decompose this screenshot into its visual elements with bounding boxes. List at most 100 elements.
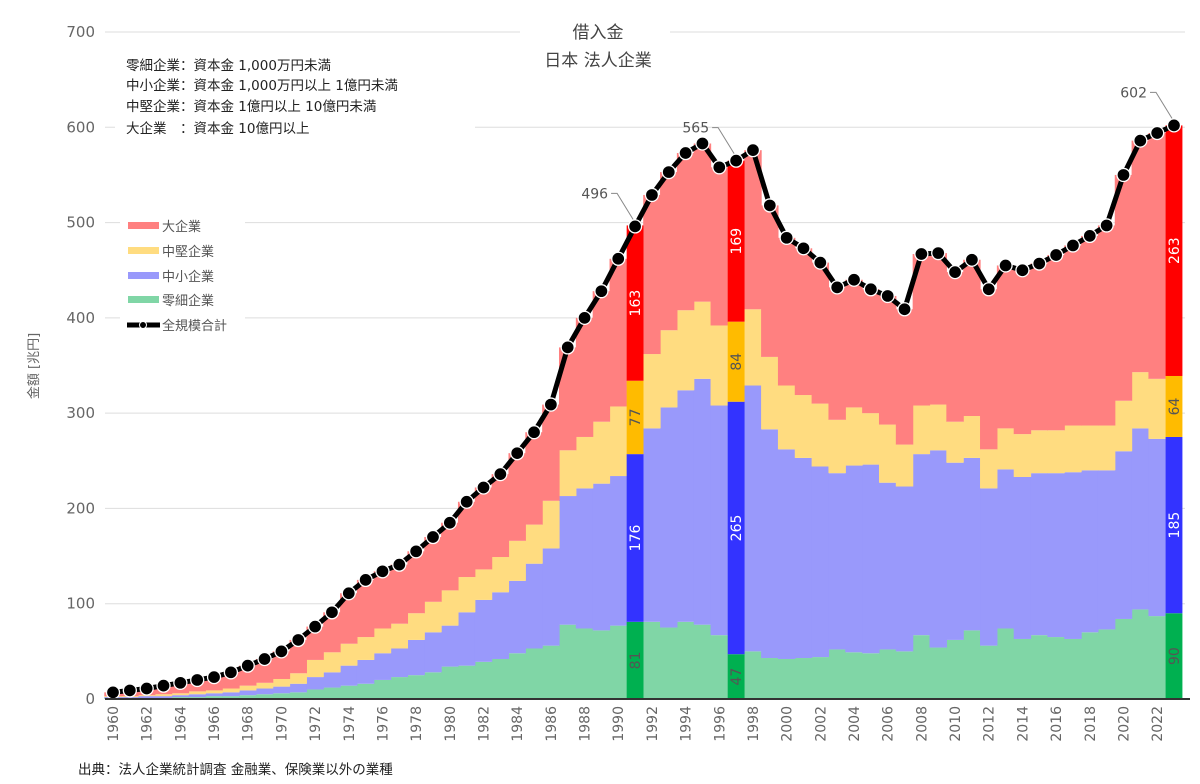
area-segment-1991 xyxy=(626,225,644,381)
total-point xyxy=(1032,256,1047,271)
area-segment-2009 xyxy=(929,404,947,451)
y-tick-label: 300 xyxy=(66,404,95,422)
area-segment-1983 xyxy=(491,474,510,558)
highlight-bars: 81 47 90 176 265 185 77 84 64 163 169 263 xyxy=(626,125,1183,699)
area-segment-2001 xyxy=(794,658,813,699)
area-segment-2003 xyxy=(828,473,846,650)
total-point xyxy=(156,678,171,693)
y-tick-label: 200 xyxy=(66,499,95,517)
area-segment-1977 xyxy=(390,623,409,649)
area-segment-1980 xyxy=(441,625,459,667)
legend-swatch-large xyxy=(128,222,159,229)
area-segment-1976 xyxy=(373,628,392,654)
area-segment-1974 xyxy=(340,643,358,666)
area-segment-1972 xyxy=(306,659,324,678)
area-segment-1998 xyxy=(744,651,762,699)
total-point xyxy=(712,160,727,175)
area-segment-2014 xyxy=(1013,638,1032,699)
total-point xyxy=(1099,218,1114,233)
total-point xyxy=(291,632,306,648)
area-segment-1998 xyxy=(744,385,762,652)
area-segment-1992 xyxy=(643,621,661,699)
area-segment-1971 xyxy=(289,639,307,674)
area-segment-2007 xyxy=(895,309,914,445)
area-segment-2010 xyxy=(946,639,964,699)
area-segment-1985 xyxy=(525,432,543,525)
area-segment-1987 xyxy=(558,450,577,497)
x-tick-label: 1982 xyxy=(477,706,493,742)
area-segment-1977 xyxy=(390,648,409,678)
area-segment-1998 xyxy=(744,150,762,310)
area-segment-2008 xyxy=(912,254,931,406)
area-segment-1973 xyxy=(323,612,341,653)
total-point xyxy=(981,282,996,297)
total-point xyxy=(392,557,407,572)
x-tick-label: 2012 xyxy=(982,706,998,742)
note-line: 中堅企業：資本金 1億円以上 10億円未満 xyxy=(126,98,376,115)
total-point xyxy=(695,136,710,151)
segment-value-label: 47 xyxy=(729,668,745,686)
area-segment-1990 xyxy=(609,625,627,699)
area-segment-1985 xyxy=(525,648,543,699)
area-segment-1980 xyxy=(441,590,459,626)
total-point xyxy=(190,672,205,688)
area-segment-2010 xyxy=(946,272,964,422)
x-tick-label: 1962 xyxy=(140,706,156,742)
area-segment-1967 xyxy=(222,696,240,699)
legend-label-micro: 零細企業 xyxy=(162,293,214,309)
total-point xyxy=(122,683,137,698)
x-tick-label: 2016 xyxy=(1049,706,1065,742)
segment-value-label: 77 xyxy=(628,409,644,427)
area-segment-1995 xyxy=(693,143,712,302)
total-point xyxy=(880,288,895,304)
area-segment-2011 xyxy=(963,416,981,458)
area-segment-2002 xyxy=(811,262,830,404)
x-tick-label: 1976 xyxy=(375,706,391,742)
x-tick-label: 2020 xyxy=(1116,706,1132,742)
title-bg xyxy=(520,14,670,74)
total-point xyxy=(257,651,272,667)
area-segment-2007 xyxy=(895,651,914,699)
note-line: 中小企業：資本金 1,000万円以上 1億円未満 xyxy=(126,77,398,94)
area-segment-2014 xyxy=(1013,270,1032,435)
total-point xyxy=(274,644,289,659)
area-segment-2011 xyxy=(963,630,981,699)
total-point xyxy=(863,282,879,297)
area-segment-2023 xyxy=(1165,375,1183,437)
annotation-label: 602 xyxy=(1120,85,1147,101)
area-segment-1978 xyxy=(407,639,425,676)
area-segment-1972 xyxy=(306,689,324,699)
area-segment-2007 xyxy=(895,486,914,652)
area-segment-1993 xyxy=(660,172,678,331)
area-segment-1966 xyxy=(205,690,223,694)
total-point xyxy=(223,665,239,680)
total-point xyxy=(846,272,862,287)
notes-bg xyxy=(115,48,475,138)
area-segment-2018 xyxy=(1081,470,1099,633)
area-segment-2018 xyxy=(1081,632,1099,699)
x-tick-label: 1986 xyxy=(544,706,560,742)
x-tick-label: 2022 xyxy=(1150,706,1166,742)
y-tick-label: 400 xyxy=(66,309,95,327)
x-tick-label: 1988 xyxy=(578,706,594,742)
area-segment-2006 xyxy=(878,649,897,699)
total-point xyxy=(408,544,424,559)
area-segment-2008 xyxy=(912,405,931,455)
area-segment-2009 xyxy=(929,253,947,405)
total-point xyxy=(897,302,912,317)
total-point xyxy=(425,529,441,545)
area-segment-1979 xyxy=(424,632,442,673)
total-point xyxy=(796,241,811,256)
area-segment-2013 xyxy=(996,628,1015,699)
area-segment-1988 xyxy=(575,317,594,437)
x-tick-label: 2018 xyxy=(1083,706,1099,742)
area-segment-1966 xyxy=(205,693,223,697)
x-tick-label: 1994 xyxy=(679,706,695,742)
area-segment-1982 xyxy=(474,569,493,600)
area-segment-2019 xyxy=(1097,629,1116,699)
area-segment-1967 xyxy=(222,688,240,693)
x-tick-label: 2004 xyxy=(847,706,863,742)
area-segment-2013 xyxy=(996,265,1015,429)
area-segment-1995 xyxy=(693,378,712,625)
legend-label-large: 大企業 xyxy=(162,219,201,235)
